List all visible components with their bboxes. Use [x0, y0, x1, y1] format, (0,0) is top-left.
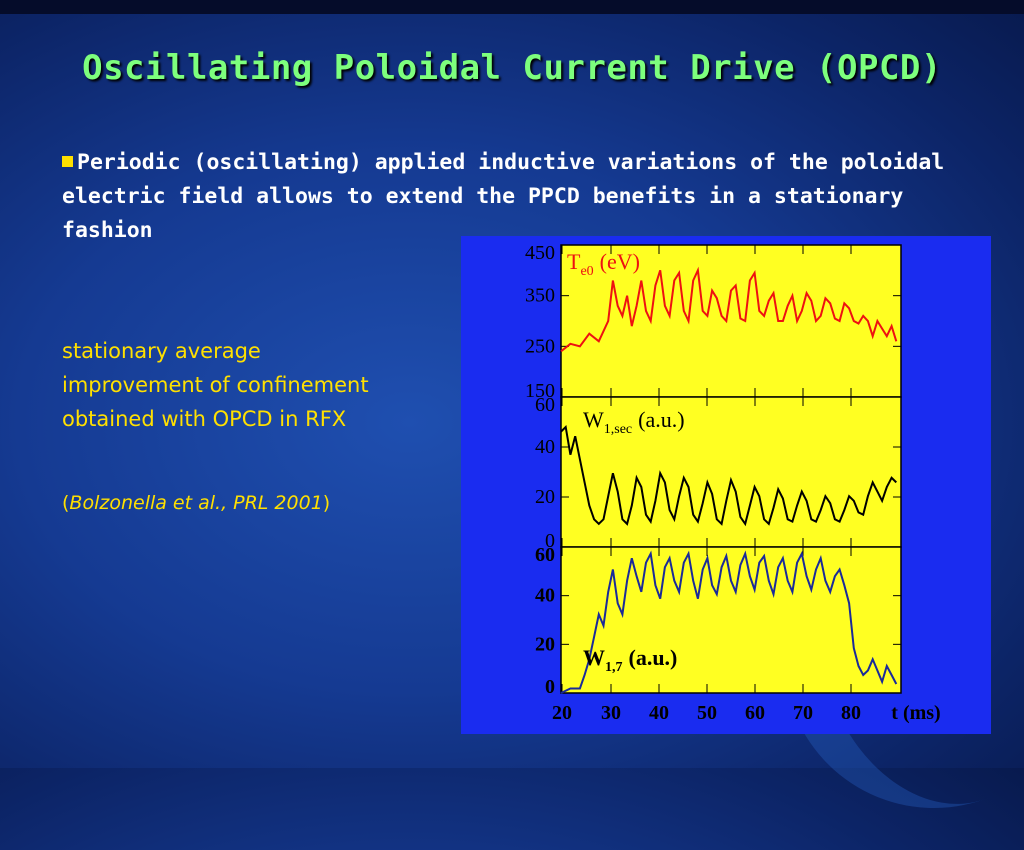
panel-2-ytick-label: 60: [535, 394, 555, 416]
panel-1-ytick-label: 250: [525, 335, 555, 357]
figure-panel: 450 350 250 150 Te0 (eV) 60 40 20 0 W1,sec (a.u.) 60…: [461, 236, 991, 734]
top-bar: [0, 0, 1024, 14]
slide-title: Oscillating Poloidal Current Drive (OPCD…: [82, 48, 942, 88]
x-tick-label: 80: [841, 702, 861, 724]
x-axis-label: t (ms): [891, 702, 940, 724]
panel-2-series-line: [560, 424, 897, 527]
opcd-chart: 450 350 250 150 Te0 (eV) 60 40 20 0 W1,sec (a.u.) 60…: [525, 242, 941, 724]
x-tick-label: 70: [793, 702, 813, 724]
bullet-text: Periodic (oscillating) applied inductive…: [62, 150, 945, 243]
panel-1-ytick-label: 350: [525, 285, 555, 307]
panel-3-series-line: [560, 550, 898, 694]
panel-3-ytick-label: 40: [535, 585, 555, 607]
panel-1-series-line: [560, 266, 898, 353]
panel-1-frame: [560, 244, 902, 398]
x-tick-label: 20: [552, 702, 572, 724]
panel-3-label: W1,7 (a.u.): [583, 645, 677, 675]
panel-2-ytick-label: 0: [545, 530, 555, 552]
panel-2-ytick-label: 20: [535, 486, 555, 508]
panel-1-ytick-label: 450: [525, 242, 555, 264]
panel-3-frame: [560, 546, 902, 694]
citation-open: (: [62, 492, 70, 514]
bullet-point: Periodic (oscillating) applied inductive…: [62, 146, 952, 248]
citation: (Bolzonella et al., PRL 2001): [62, 486, 362, 520]
side-note: stationary average improvement of confin…: [62, 339, 369, 431]
panel-3-ytick-label: 60: [535, 544, 555, 566]
panel-2-label: W1,sec (a.u.): [583, 407, 685, 437]
panel-2-ytick-label: 40: [535, 436, 555, 458]
x-tick-label: 40: [649, 702, 669, 724]
citation-close: ): [322, 492, 331, 514]
panel-1-ytick-label: 150: [525, 380, 555, 402]
panel-1-label: Te0 (eV): [567, 249, 640, 279]
panel-3-ytick-label: 0: [545, 676, 555, 698]
x-tick-label: 30: [601, 702, 621, 724]
x-tick-label: 60: [745, 702, 765, 724]
x-tick-label: 50: [697, 702, 717, 724]
citation-text: Bolzonella et al., PRL 2001: [69, 492, 323, 514]
panel-3-ytick-label: 20: [535, 633, 555, 655]
bullet-square-icon: [62, 156, 73, 167]
panel-2-frame: [560, 396, 902, 548]
